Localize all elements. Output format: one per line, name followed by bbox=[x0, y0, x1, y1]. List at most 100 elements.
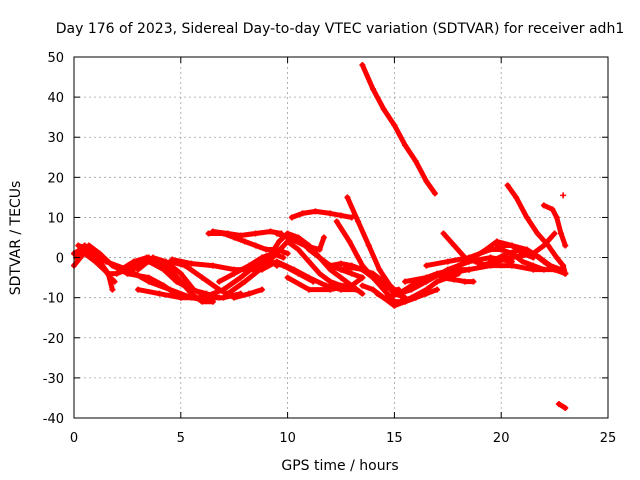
data-point bbox=[545, 242, 552, 249]
data-point bbox=[408, 294, 415, 301]
data-point bbox=[231, 270, 238, 277]
data-point bbox=[382, 294, 389, 301]
data-point bbox=[258, 266, 265, 273]
data-point bbox=[440, 230, 447, 237]
data-point bbox=[305, 258, 312, 265]
data-point bbox=[553, 254, 560, 261]
data-point bbox=[348, 282, 355, 289]
data-point bbox=[258, 254, 265, 261]
data-point bbox=[444, 270, 451, 277]
data-point bbox=[434, 286, 441, 293]
data-point bbox=[402, 142, 409, 149]
data-point bbox=[562, 270, 569, 277]
series-trace bbox=[505, 182, 568, 277]
data-point bbox=[438, 274, 445, 281]
data-point bbox=[397, 298, 404, 305]
data-point bbox=[327, 278, 334, 285]
axis-ticks: 0 5 10 15 20 25 -40 -30 -20 -10 0 10 20 30 40 50 bbox=[43, 51, 617, 446]
data-point bbox=[348, 264, 355, 271]
data-point bbox=[504, 250, 511, 257]
data-point bbox=[316, 246, 323, 253]
data-point bbox=[338, 260, 344, 267]
data-point bbox=[466, 266, 473, 273]
data-point bbox=[540, 266, 547, 273]
data-point bbox=[291, 266, 298, 273]
data-point bbox=[408, 286, 415, 293]
data-series bbox=[209, 228, 285, 239]
data-point bbox=[273, 258, 280, 265]
data-point bbox=[190, 286, 197, 293]
data-point bbox=[327, 210, 334, 217]
data-point bbox=[359, 282, 366, 289]
data-point bbox=[252, 242, 259, 249]
data-point bbox=[560, 262, 567, 269]
data-point bbox=[487, 258, 494, 265]
data-point bbox=[288, 214, 295, 221]
data-point bbox=[241, 238, 248, 245]
data-point bbox=[555, 400, 562, 407]
data-point bbox=[461, 278, 468, 285]
data-point bbox=[273, 230, 280, 237]
data-point bbox=[508, 262, 515, 269]
data-point bbox=[246, 290, 253, 297]
data-point bbox=[536, 254, 543, 261]
data-points bbox=[71, 62, 569, 411]
data-point bbox=[344, 194, 351, 201]
data-point bbox=[359, 62, 366, 69]
data-point bbox=[124, 270, 131, 277]
data-point bbox=[135, 266, 142, 273]
data-point bbox=[504, 182, 511, 189]
data-point bbox=[316, 270, 323, 277]
data-point bbox=[284, 250, 291, 257]
x-tick-label: 5 bbox=[177, 431, 185, 446]
data-point bbox=[523, 246, 530, 253]
data-series bbox=[438, 274, 477, 285]
data-point bbox=[305, 274, 312, 281]
x-tick-label: 20 bbox=[493, 431, 510, 446]
data-point bbox=[258, 286, 265, 293]
chart-title: Day 176 of 2023, Sidereal Day-to-day VTE… bbox=[56, 21, 624, 37]
data-point bbox=[558, 230, 565, 237]
data-point bbox=[431, 190, 438, 197]
data-point bbox=[423, 262, 430, 269]
data-point bbox=[130, 258, 137, 265]
data-point bbox=[117, 266, 124, 273]
data-point bbox=[365, 242, 372, 249]
data-point bbox=[562, 404, 569, 411]
data-point bbox=[237, 232, 244, 239]
data-point bbox=[316, 254, 323, 261]
data-point bbox=[263, 258, 270, 265]
y-tick-label: 40 bbox=[47, 91, 64, 106]
data-point bbox=[169, 256, 176, 263]
data-point bbox=[246, 262, 253, 269]
data-series bbox=[560, 192, 567, 199]
data-point bbox=[519, 258, 526, 265]
data-point bbox=[523, 214, 530, 221]
data-point bbox=[395, 290, 402, 297]
data-point bbox=[513, 194, 520, 201]
data-point bbox=[455, 262, 462, 269]
data-point bbox=[472, 258, 479, 265]
grid bbox=[74, 57, 608, 418]
data-point bbox=[327, 262, 334, 269]
data-point bbox=[547, 262, 554, 269]
data-point bbox=[209, 228, 216, 235]
y-tick-label: 20 bbox=[47, 171, 64, 186]
data-point bbox=[199, 294, 206, 301]
data-point bbox=[551, 230, 558, 237]
series-trace bbox=[438, 275, 476, 285]
data-series bbox=[504, 182, 569, 277]
data-point bbox=[216, 278, 223, 285]
y-tick-label: -20 bbox=[43, 332, 64, 347]
data-point bbox=[301, 242, 308, 249]
data-point bbox=[156, 290, 163, 297]
data-point bbox=[451, 276, 458, 283]
data-point bbox=[553, 214, 560, 221]
data-point bbox=[252, 230, 259, 237]
data-point bbox=[370, 274, 377, 281]
y-axis-label: SDTVAR / TECUs bbox=[8, 181, 24, 296]
data-point bbox=[224, 290, 231, 297]
data-point bbox=[312, 208, 319, 215]
data-point bbox=[508, 254, 515, 261]
